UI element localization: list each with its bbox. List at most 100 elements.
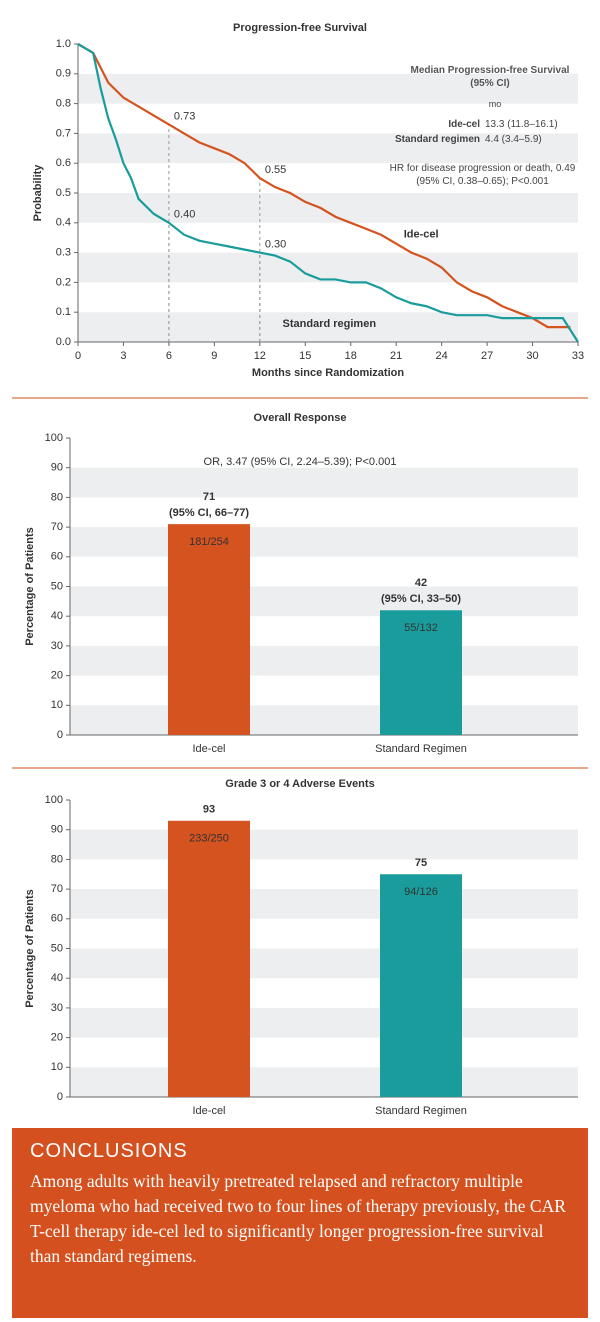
y-tick-label: 1.0 xyxy=(56,38,71,50)
y-tick-label: 0.0 xyxy=(56,336,71,348)
count-label: 55/132 xyxy=(404,622,438,634)
y-tick-label: 30 xyxy=(51,640,63,652)
grid-band xyxy=(70,1067,578,1097)
count-label: 181/254 xyxy=(189,536,229,548)
x-tick-label: 24 xyxy=(436,350,448,362)
y-tick-label: 10 xyxy=(51,1061,63,1073)
value-label: 42 xyxy=(415,577,427,589)
count-label: 94/126 xyxy=(404,886,438,898)
x-axis-label: Months since Randomization xyxy=(252,367,404,379)
median-title: Median Progression-free Survival (95% CI… xyxy=(410,65,570,89)
chart-title: Progression-free Survival xyxy=(233,22,367,34)
y-tick-label: 0.1 xyxy=(56,306,71,318)
y-tick-label: 90 xyxy=(51,462,63,474)
value-label: 93 xyxy=(203,804,215,816)
y-tick-label: 10 xyxy=(51,699,63,711)
x-tick-label: 3 xyxy=(120,350,126,362)
x-tick-label: 33 xyxy=(572,350,584,362)
x-tick-label: 30 xyxy=(526,350,538,362)
grid-band xyxy=(78,133,578,164)
grid-band xyxy=(70,1007,578,1038)
y-tick-label: 60 xyxy=(51,551,63,563)
y-tick-label: 100 xyxy=(45,432,63,444)
bar xyxy=(168,820,250,1097)
y-tick-label: 0.8 xyxy=(56,98,71,110)
x-tick-label: 6 xyxy=(166,350,172,362)
bar xyxy=(380,610,462,735)
x-tick-label: 18 xyxy=(345,350,357,362)
bar xyxy=(168,524,250,735)
grid-band xyxy=(70,527,578,557)
grid-band xyxy=(78,73,578,104)
x-tick-label: 15 xyxy=(299,350,311,362)
grid-band xyxy=(70,467,578,498)
annotation: OR, 3.47 (95% CI, 2.24–5.39); P<0.001 xyxy=(204,456,397,468)
y-tick-label: 0.4 xyxy=(56,217,71,229)
series-label: Ide-cel xyxy=(404,229,439,241)
grid-band xyxy=(70,645,578,676)
grid-band xyxy=(70,705,578,735)
x-tick-label: Standard Regimen xyxy=(375,743,467,755)
y-tick-label: 0.9 xyxy=(56,68,71,80)
y-tick-label: 0.6 xyxy=(56,157,71,169)
y-tick-label: 0.2 xyxy=(56,276,71,288)
y-axis-label: Percentage of Patients xyxy=(24,527,36,646)
annotation-label: 0.40 xyxy=(174,209,195,221)
y-tick-label: 50 xyxy=(51,942,63,954)
y-tick-label: 70 xyxy=(51,883,63,895)
y-axis-label: Percentage of Patients xyxy=(24,889,36,1008)
grid-band xyxy=(78,193,578,223)
count-label: 233/250 xyxy=(189,833,229,845)
y-tick-label: 100 xyxy=(45,794,63,806)
grid-band xyxy=(78,252,578,283)
y-tick-label: 0.7 xyxy=(56,127,71,139)
x-tick-label: 21 xyxy=(390,350,402,362)
median-unit: mo xyxy=(488,99,502,109)
x-tick-label: 27 xyxy=(481,350,493,362)
chart-title: Overall Response xyxy=(254,412,347,424)
y-tick-label: 20 xyxy=(51,670,63,682)
survival-curve xyxy=(77,43,579,343)
y-tick-label: 90 xyxy=(51,824,63,836)
y-tick-label: 50 xyxy=(51,580,63,592)
x-tick-label: 12 xyxy=(254,350,266,362)
value-label: 71 xyxy=(203,491,215,503)
median-row-label: Ide-cel xyxy=(448,119,480,130)
y-tick-label: 20 xyxy=(51,1032,63,1044)
grid-band xyxy=(70,829,578,860)
grid-band xyxy=(70,586,578,617)
grid-band xyxy=(70,889,578,919)
x-tick-label: Standard Regimen xyxy=(375,1105,467,1117)
conclusions-text: Among adults with heavily pretreated rel… xyxy=(30,1171,566,1266)
y-axis-label: Probability xyxy=(32,164,44,222)
y-tick-label: 0 xyxy=(57,729,63,741)
y-tick-label: 0.5 xyxy=(56,187,71,199)
grid-band xyxy=(70,948,578,979)
annotation-label: 0.30 xyxy=(265,239,286,251)
annotation-label: 0.73 xyxy=(174,110,195,122)
ci-label: (95% CI, 66–77) xyxy=(169,507,249,519)
hr-note: HR for disease progression or death, 0.4… xyxy=(389,163,576,187)
x-tick-label: 0 xyxy=(75,350,81,362)
y-tick-label: 30 xyxy=(51,1002,63,1014)
annotation-label: 0.55 xyxy=(265,164,286,176)
y-tick-label: 80 xyxy=(51,491,63,503)
median-row-label: Standard regimen xyxy=(394,134,480,145)
survival-curve xyxy=(77,43,571,329)
y-tick-label: 0.3 xyxy=(56,247,71,259)
value-label: 75 xyxy=(415,857,427,869)
conclusions-box: CONCLUSIONS Among adults with heavily pr… xyxy=(12,1128,588,1318)
chart-title: Grade 3 or 4 Adverse Events xyxy=(225,778,374,790)
x-tick-label: 9 xyxy=(211,350,217,362)
bar xyxy=(380,874,462,1097)
y-tick-label: 70 xyxy=(51,521,63,533)
y-tick-label: 40 xyxy=(51,610,63,622)
x-tick-label: Ide-cel xyxy=(192,743,225,755)
conclusions-heading: CONCLUSIONS xyxy=(30,1140,188,1162)
y-tick-label: 40 xyxy=(51,972,63,984)
median-row-value: 4.4 (3.4–5.9) xyxy=(485,134,542,145)
y-tick-label: 0 xyxy=(57,1091,63,1103)
y-tick-label: 80 xyxy=(51,853,63,865)
